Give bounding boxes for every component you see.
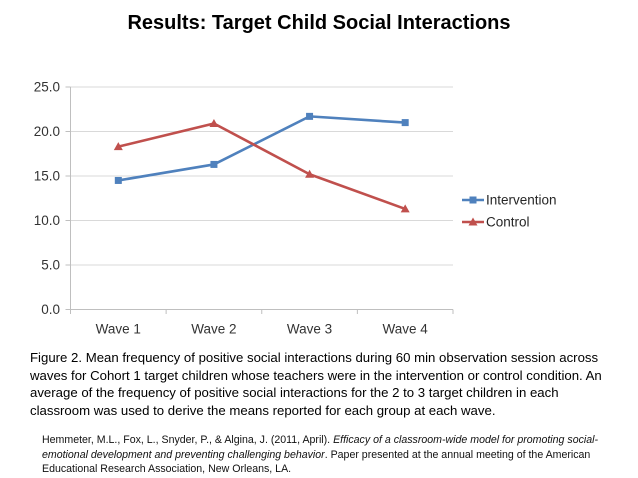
intervention-marker <box>210 160 218 168</box>
intervention-marker <box>114 176 122 184</box>
legend-label-intervention: Intervention <box>486 193 557 208</box>
line-chart: 0.0 5.0 10.0 15.0 20.0 25.0 Wave 1 Wave 2 Wave 3… <box>34 80 557 337</box>
y-tick-label: 0.0 <box>41 302 60 317</box>
y-tick-label: 20.0 <box>34 124 60 139</box>
x-category-label: Wave 4 <box>383 322 429 337</box>
citation-authors: Hemmeter, M.L., Fox, L., Snyder, P., & A… <box>42 434 334 446</box>
y-tick-label: 15.0 <box>34 169 60 184</box>
x-category-label: Wave 2 <box>191 322 236 337</box>
control-line <box>118 122 406 211</box>
intervention-marker <box>306 112 314 120</box>
figure-caption: Figure 2. Mean frequency of positive soc… <box>30 350 602 418</box>
legend-marker-control <box>468 217 478 226</box>
control-marker <box>209 118 219 127</box>
citation-paper-title: Efficacy of a classroom-wide model for p… <box>42 434 599 461</box>
y-tick-label: 5.0 <box>41 258 60 273</box>
citation: Hemmeter, M.L., Fox, L., Snyder, P., & A… <box>42 433 607 477</box>
control-marker <box>400 204 410 213</box>
intervention-marker <box>401 119 409 127</box>
page-title: Results: Target Child Social Interaction… <box>127 12 511 34</box>
y-tick-label: 25.0 <box>34 80 60 95</box>
y-tick-label: 10.0 <box>34 213 60 228</box>
legend-marker-intervention <box>469 196 477 204</box>
citation-source: . Paper presented at the annual meeting … <box>42 448 591 476</box>
intervention-line <box>118 115 406 182</box>
control-marker <box>113 142 123 151</box>
legend-label-control: Control <box>486 215 530 230</box>
control-marker <box>305 169 315 178</box>
x-category-label: Wave 1 <box>96 322 141 337</box>
x-category-label: Wave 3 <box>287 322 332 337</box>
